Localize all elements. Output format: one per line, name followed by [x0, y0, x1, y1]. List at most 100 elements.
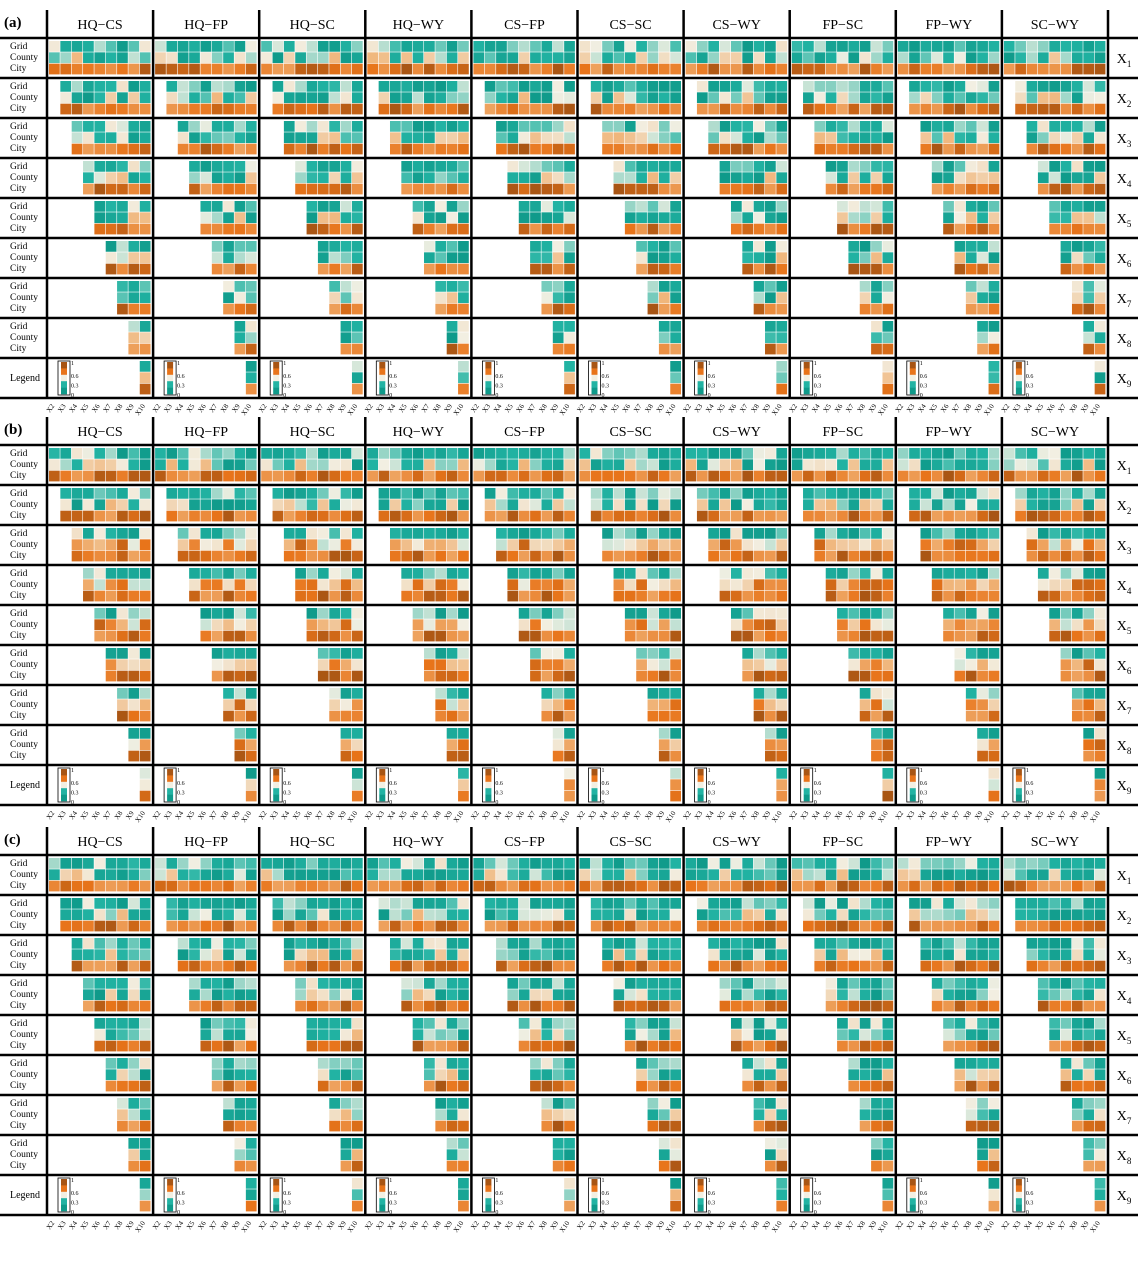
heatmap-cell [859, 619, 871, 631]
heatmap-cell [223, 263, 234, 275]
heatmap-cell [128, 201, 140, 212]
heatmap-cell [920, 539, 932, 551]
x-tick-label: X10 [982, 1219, 996, 1234]
heatmap-cell [306, 1040, 318, 1052]
heatmap-cell [765, 539, 776, 551]
heatmap-cell [791, 858, 803, 869]
heatmap-cell [329, 909, 341, 921]
heatmap-cell [128, 332, 140, 344]
heatmap-cell [1049, 201, 1061, 212]
heatmap-cell [624, 978, 636, 989]
heatmap-cell [1094, 448, 1106, 459]
heatmap-cell [401, 103, 413, 115]
heatmap-cell [765, 1069, 776, 1081]
heatmap-cell [965, 898, 977, 909]
heatmap-cell [988, 728, 1000, 739]
heatmap-cell [117, 949, 128, 961]
heatmap-cell [329, 1018, 341, 1029]
heatmap-cell [1026, 132, 1038, 144]
column-header: SC−WY [1031, 18, 1079, 33]
heatmap-cell [636, 201, 647, 212]
heatmap-cell [128, 292, 140, 304]
heatmap-cell [564, 143, 575, 155]
heatmap-cell [83, 550, 94, 562]
heatmap-cell [295, 869, 306, 881]
heatmap-cell [897, 869, 909, 881]
heatmap-cell [708, 960, 720, 972]
heatmap-cell [295, 880, 306, 892]
factor-label: X5 [1117, 1029, 1132, 1046]
heatmap-cell [977, 590, 988, 602]
heatmap-cell [552, 858, 564, 869]
heatmap-cell [94, 869, 106, 881]
heatmap-cell [670, 241, 681, 252]
heatmap-cell [658, 938, 670, 949]
heatmap-cell [1094, 768, 1106, 779]
heatmap-cell [155, 448, 166, 459]
heatmap-cell [837, 1018, 848, 1029]
heatmap-cell [613, 488, 625, 499]
heatmap-cell [579, 52, 591, 64]
heatmap-cell [719, 909, 731, 921]
heatmap-cell [965, 608, 977, 619]
heatmap-cell [1026, 960, 1038, 972]
heatmap-cell [473, 869, 485, 881]
heatmap-cell [719, 172, 731, 184]
heatmap-cell [71, 41, 83, 52]
heatmap-cell [814, 869, 826, 881]
heatmap-cell [283, 869, 295, 881]
heatmap-cell [719, 880, 731, 892]
heatmap-cell [859, 688, 871, 699]
x-tick-label: X10 [452, 402, 466, 417]
heatmap-cell [965, 858, 977, 869]
heatmap-cell [753, 252, 765, 264]
heatmap-cell [753, 1109, 765, 1121]
heatmap-cell [541, 161, 553, 172]
x-tick-label: X8 [325, 809, 337, 821]
heatmap-cell [83, 590, 94, 602]
heatmap-cell [848, 183, 860, 195]
heatmap-cell [871, 528, 882, 539]
heatmap-cell [105, 52, 117, 64]
heatmap-cell [1083, 143, 1095, 155]
x-tick-label: X3 [693, 1219, 705, 1231]
heatmap-cell [1071, 659, 1083, 671]
heatmap-cell [83, 920, 94, 932]
heatmap-cell [719, 920, 731, 932]
heatmap-cell [105, 459, 117, 471]
heatmap-cell [882, 92, 894, 104]
colorbar-tick: 0.3 [283, 383, 291, 389]
heatmap-cell [965, 41, 977, 52]
heatmap-cell [317, 858, 329, 869]
heatmap-cell [189, 103, 200, 115]
heatmap-cell [848, 608, 860, 619]
heatmap-cell [765, 161, 776, 172]
heatmap-cell [1026, 470, 1038, 482]
heatmap-cell [909, 448, 920, 459]
heatmap-cell [871, 1138, 882, 1149]
heatmap-cell [670, 303, 681, 315]
heatmap-cell [552, 528, 564, 539]
heatmap-cell [658, 590, 670, 602]
heatmap-cell [1071, 81, 1083, 92]
heatmap-cell [1037, 938, 1049, 949]
colorbar-segment [909, 794, 916, 802]
heatmap-cell [837, 488, 848, 499]
heatmap-cell [329, 688, 341, 699]
heatmap-cell [541, 448, 553, 459]
heatmap-cell [83, 132, 94, 144]
heatmap-cell [1015, 52, 1026, 64]
heatmap-cell [696, 510, 708, 522]
heatmap-cell [272, 488, 284, 499]
colorbar-tick: 0.6 [71, 1191, 79, 1197]
heatmap-cell [189, 172, 200, 184]
heatmap-cell [60, 869, 72, 881]
heatmap-cell [931, 938, 943, 949]
heatmap-cell [83, 938, 94, 949]
heatmap-cell [401, 880, 413, 892]
heatmap-cell [71, 470, 83, 482]
heatmap-cell [848, 938, 860, 949]
heatmap-cell [306, 103, 318, 115]
heatmap-cell [590, 103, 602, 115]
heatmap-cell [564, 383, 575, 395]
